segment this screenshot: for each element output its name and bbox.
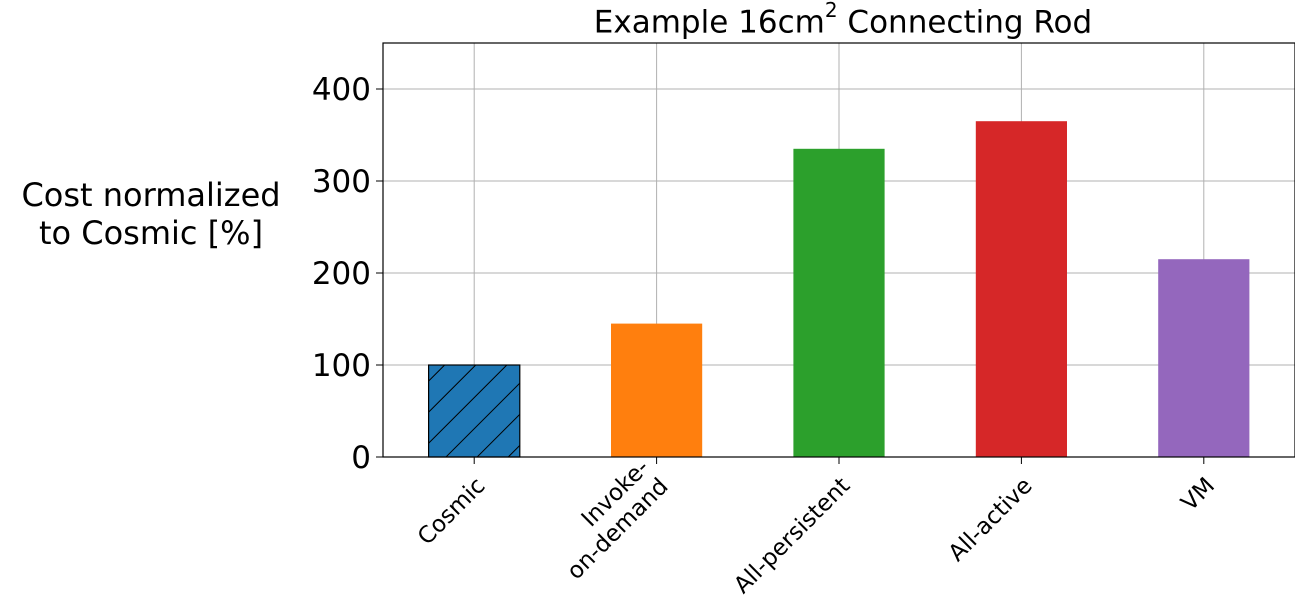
- bars: [429, 121, 1250, 457]
- x-tick-label: VM: [1177, 473, 1221, 517]
- x-tick-label: All-persistent: [729, 473, 855, 599]
- y-tick-label: 400: [312, 72, 371, 108]
- y-tick-label: 200: [312, 256, 371, 292]
- bar-vm: [1158, 259, 1249, 457]
- bar-invoke--on-demand: [611, 324, 702, 457]
- x-tick-label: Cosmic: [413, 473, 490, 550]
- bar-all-active: [976, 121, 1067, 457]
- bar-cosmic: [429, 365, 520, 457]
- x-tick-label: All-active: [944, 473, 1038, 567]
- bar-all-persistent: [793, 149, 884, 457]
- y-tick-label: 100: [312, 348, 371, 384]
- y-tick-label: 0: [351, 440, 371, 476]
- x-tick-label: Invoke-on-demand: [543, 454, 673, 584]
- y-tick-label: 300: [312, 164, 371, 200]
